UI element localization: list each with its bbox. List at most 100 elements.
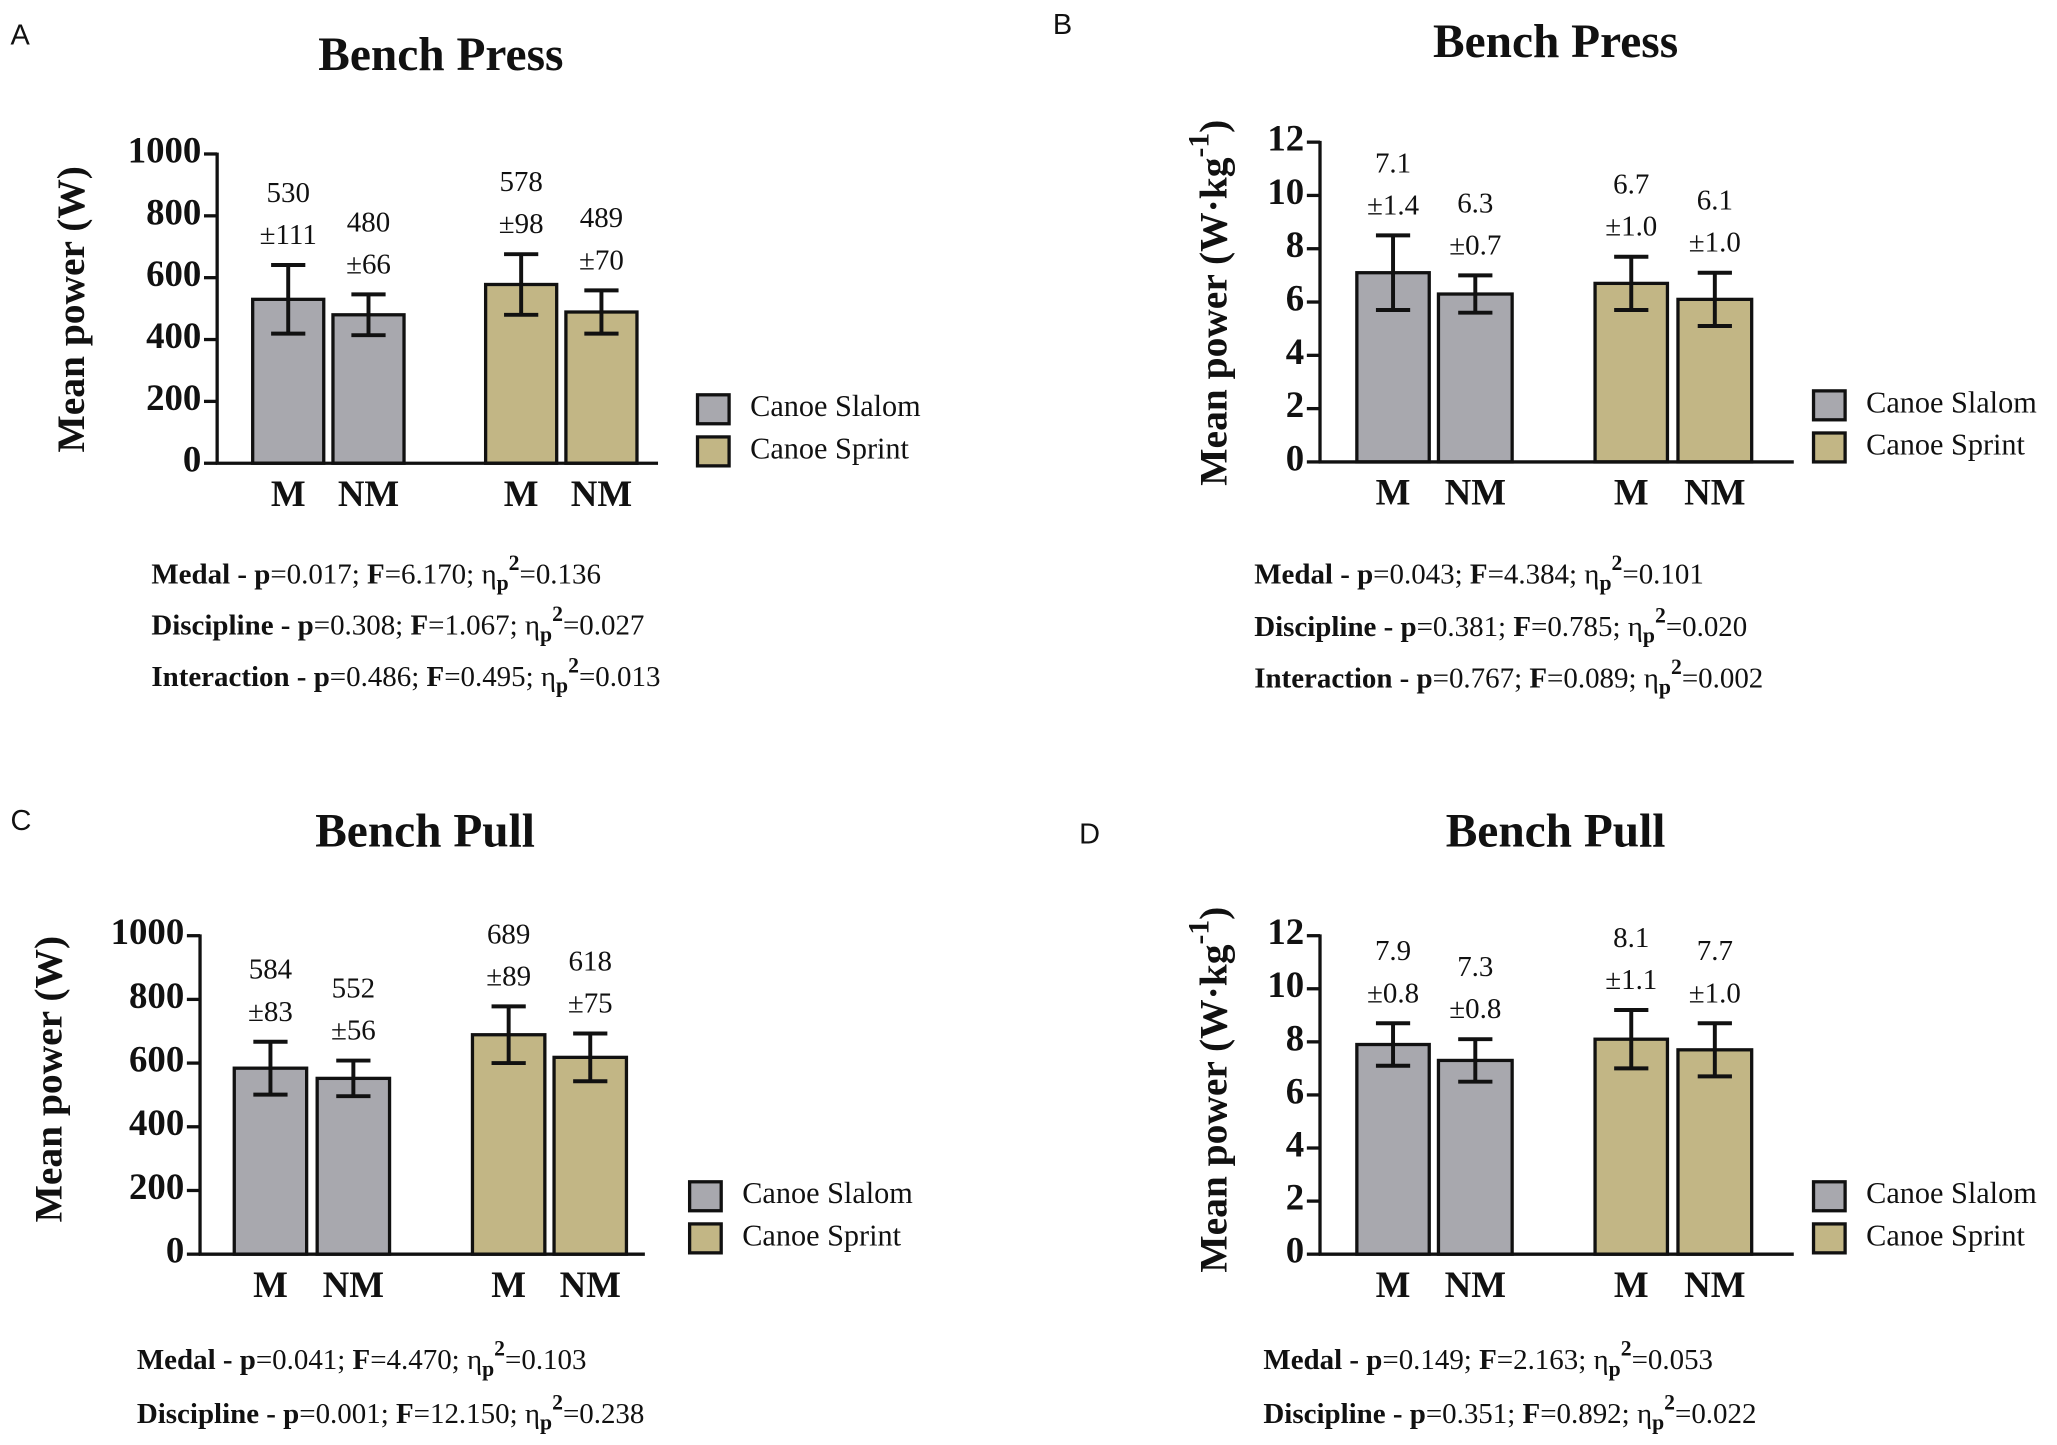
y-tick-label: 600 (129, 1039, 184, 1080)
stats-line-part: η (481, 558, 496, 590)
stats-line-part: F (1523, 1398, 1541, 1430)
stats-line-part: =0.020 (1666, 611, 1747, 643)
stats-line-part: Medal - (137, 1344, 240, 1376)
stats-line-part: =0.351; (1426, 1398, 1523, 1430)
legend-label: Canoe Slalom (1866, 385, 2037, 419)
chart-title: Bench Press (318, 29, 563, 81)
y-tick-label: 12 (1267, 118, 1304, 159)
stats-line-part: Interaction - (1254, 662, 1416, 694)
y-tick-label: 4 (1286, 1123, 1304, 1164)
stats-line-part: Medal - (1254, 558, 1357, 590)
stats-line: Medal - p=0.043; F=4.384; ηp2=0.101 (1254, 551, 1704, 595)
y-tick-label: 0 (1286, 437, 1304, 478)
y-axis-label-part: Mean power (W) (49, 166, 93, 452)
y-tick-label: 0 (183, 439, 201, 480)
stats-line-part: Medal - (151, 558, 254, 590)
stats-line-part: =0.149; (1382, 1344, 1479, 1376)
x-tick-label: NM (560, 1264, 621, 1305)
y-tick-label: 8 (1286, 224, 1304, 265)
value-label: 6.7 (1613, 169, 1649, 201)
error-label: ±66 (346, 248, 391, 280)
stats-line-part: 2 (494, 1336, 505, 1360)
x-tick-label: M (253, 1264, 288, 1305)
legend-swatch (695, 435, 731, 468)
stats-line-part: p (1652, 1411, 1664, 1435)
stats-line-part: Discipline - (1254, 611, 1400, 643)
legend-label: Canoe Sprint (750, 431, 909, 465)
x-tick-label: NM (1445, 1264, 1506, 1305)
stats-line-part: η (1644, 662, 1659, 694)
legend-label: Canoe Sprint (1866, 1218, 2025, 1252)
y-axis-label-part: Mean power (W) (27, 936, 71, 1222)
x-tick-label: M (1614, 472, 1649, 513)
x-tick-label: NM (1684, 472, 1745, 513)
stats-line-part: =0.013 (579, 661, 660, 693)
error-label: ±83 (248, 996, 293, 1028)
stats-line-part: =0.053 (1632, 1344, 1713, 1376)
y-tick-label: 0 (166, 1230, 184, 1271)
stats-line-part: 2 (1664, 1390, 1675, 1414)
y-tick-label: 800 (129, 975, 184, 1016)
stats-line-part: =0.103 (505, 1344, 586, 1376)
value-label: 552 (332, 972, 375, 1004)
stats-line-part: p (1417, 662, 1433, 694)
stats-line-part: 2 (552, 1390, 563, 1414)
stats-line-part: F (1470, 558, 1488, 590)
y-tick-label: 400 (129, 1102, 184, 1143)
stats-line-part: F (367, 558, 385, 590)
value-label: 7.7 (1697, 935, 1733, 967)
error-label: ±0.7 (1449, 229, 1501, 261)
stats-line: Discipline - p=0.001; F=12.150; ηp2=0.23… (137, 1390, 645, 1434)
stats-line: Interaction - p=0.486; F=0.495; ηp2=0.01… (151, 653, 660, 697)
legend-label: Canoe Slalom (1866, 1176, 2037, 1210)
error-label: ±98 (499, 208, 544, 240)
value-label: 7.3 (1457, 951, 1493, 983)
bar (1593, 1037, 1670, 1256)
legend-label: Canoe Sprint (1866, 427, 2025, 461)
error-label: ±75 (568, 987, 613, 1019)
stats-line-part: F (353, 1344, 371, 1376)
value-label: 689 (487, 918, 530, 950)
error-label: ±1.0 (1689, 227, 1741, 259)
stats-line-part: 2 (1655, 603, 1666, 627)
y-tick-label: 400 (146, 315, 201, 356)
stats-line-part: η (541, 661, 556, 693)
x-tick-label: NM (338, 473, 399, 514)
stats-line-part: =0.089; (1547, 662, 1644, 694)
chart-title: Bench Pull (1446, 806, 1666, 858)
value-label: 6.1 (1697, 185, 1733, 217)
stats-line-part: η (525, 1398, 540, 1430)
y-tick-label: 2 (1286, 384, 1304, 425)
stats-line-part: =0.043; (1373, 558, 1470, 590)
stats-line-part: =0.495; (444, 661, 541, 693)
stats-line-part: p (254, 558, 270, 590)
stats-line-part: =12.150; (414, 1398, 525, 1430)
stats-line: Medal - p=0.041; F=4.470; ηp2=0.103 (137, 1336, 587, 1380)
y-axis-label-part: ) (1191, 907, 1235, 920)
stats-line-part: η (1594, 1344, 1609, 1376)
bar (1355, 1042, 1431, 1256)
stats-line-part: =0.041; (256, 1344, 353, 1376)
value-label: 530 (267, 177, 310, 209)
error-label: ±89 (486, 960, 531, 992)
y-tick-label: 1000 (111, 911, 185, 952)
stats-line-part: p (1366, 1344, 1382, 1376)
value-label: 7.9 (1375, 935, 1411, 967)
panel-letter: A (11, 19, 31, 51)
bar (470, 1033, 547, 1256)
stats-line-part: p (298, 609, 314, 641)
stats-line-part: p (283, 1398, 299, 1430)
y-tick-label: 12 (1267, 911, 1304, 952)
stats-line-part: 2 (1621, 1336, 1632, 1360)
stats-line-part: F (1479, 1344, 1497, 1376)
panel-letter: C (11, 805, 32, 837)
stats-line-part: Medal - (1263, 1344, 1366, 1376)
y-tick-label: 6 (1286, 277, 1304, 318)
stats-line-part: p (1357, 558, 1373, 590)
stats-line-part: =0.101 (1622, 558, 1703, 590)
x-tick-label: NM (1684, 1264, 1745, 1305)
x-tick-label: M (491, 1264, 526, 1305)
y-tick-label: 800 (146, 191, 201, 232)
